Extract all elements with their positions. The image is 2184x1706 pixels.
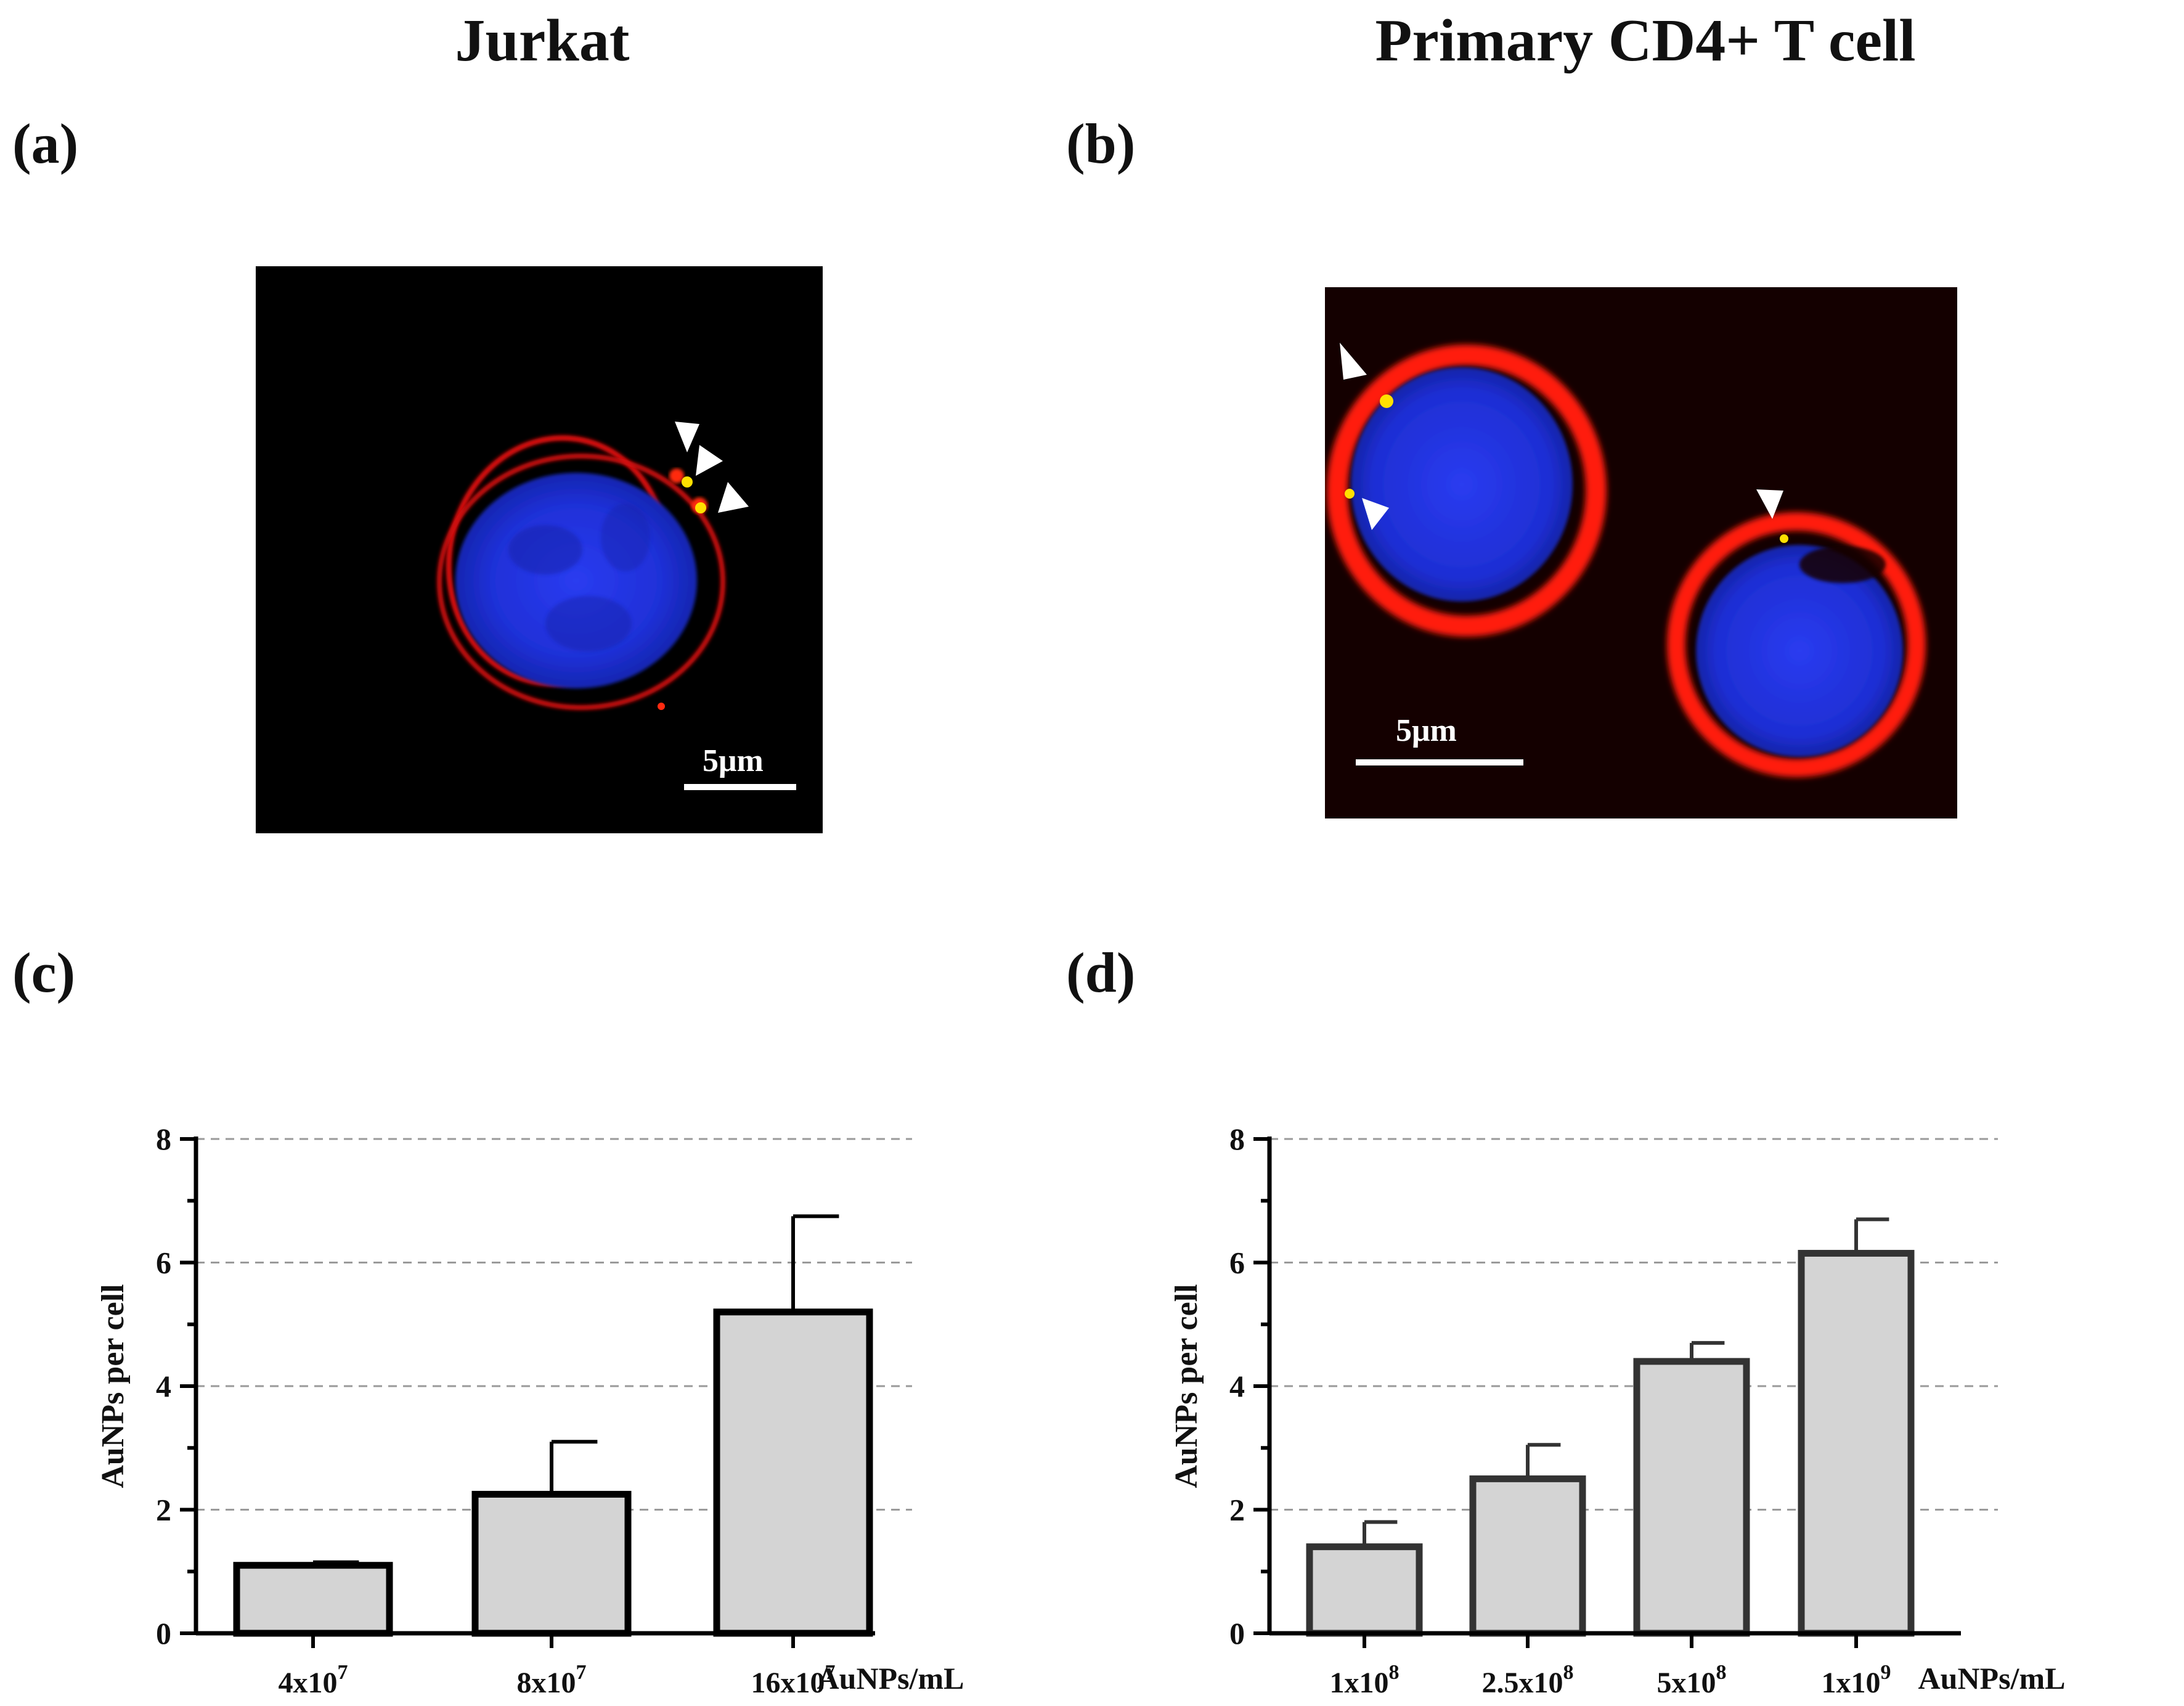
scalebar-label-b: 5μm [1396,713,1457,748]
bar-chart-primary-cd4: 0 2 4 6 8 1x108 2.5x108 5x108 1x109 AuNPs/mL AuNPs… [1169,1122,2066,1699]
bar [1798,1249,1915,1637]
panel-label-c: (c) [12,941,76,1004]
micrograph-primary-cd4-image [1325,287,1957,818]
x-tick-label: 5x108 [1657,1661,1727,1699]
column-title-jurkat: Jurkat [455,7,630,74]
bar [233,1562,393,1637]
x-axis-label: AuNPs/mL [817,1661,964,1696]
bar [713,1308,873,1637]
panel-label-a: (a) [12,112,79,175]
y-tick-label: 2 [1229,1493,1245,1527]
y-axis-label: AuNPs per cell [96,1284,131,1488]
arrowhead-icon [1340,343,1367,380]
bar [1306,1543,1423,1637]
bar [1469,1475,1586,1637]
x-tick-label: 2.5x108 [1482,1661,1574,1699]
arrowhead-icon [1756,489,1783,519]
micrograph-jurkat-image [437,422,749,710]
cell1-nucleus [1351,367,1573,602]
arrowhead-icon [718,482,749,513]
aunp-dot [682,476,693,488]
jurkat-membrane-outline [437,454,725,710]
y-tick-label: 0 [1229,1616,1245,1651]
arrowhead-icon [696,445,723,476]
bar [1633,1358,1750,1637]
x-tick-label: 1x108 [1330,1661,1400,1699]
x-tick-label: 8x107 [517,1661,587,1699]
y-tick-label: 8 [156,1122,171,1156]
x-axis-label: AuNPs/mL [1918,1661,2066,1696]
scalebar-label-a: 5μm [703,743,764,778]
aunp-dot [1780,534,1788,543]
x-tick-label: 1x109 [1822,1661,1891,1699]
y-tick-label: 6 [1229,1246,1245,1280]
y-tick-label: 2 [156,1493,171,1527]
panel-label-d: (d) [1066,941,1136,1004]
jurkat-nucleus [455,473,697,688]
x-tick-label: 4x107 [279,1661,348,1699]
column-title-primary-cd4: Primary CD4+ T cell [1375,7,1916,74]
y-axis-label: AuNPs per cell [1169,1284,1204,1488]
bar [471,1490,632,1637]
cell2-membrane [1667,512,1926,777]
aunp-dot [695,502,706,513]
micrograph-primary-cd4: 5μm [1325,287,1957,818]
arrowhead-icon [675,422,699,452]
arrowhead-icon [1362,498,1389,530]
cell1-membrane [1327,345,1607,637]
y-tick-label: 6 [156,1246,171,1280]
micrograph-jurkat: 5μm [256,266,823,833]
y-tick-label: 0 [156,1616,171,1651]
aunp-dot [1345,489,1355,499]
y-tick-label: 4 [1229,1369,1245,1403]
scalebar-b [1356,759,1523,765]
aunp-dot [1380,394,1393,408]
y-tick-label: 8 [1229,1122,1245,1156]
cell2-nucleus [1696,545,1903,757]
panel-label-b: (b) [1066,112,1136,175]
scalebar-a [684,784,796,790]
y-tick-label: 4 [156,1369,171,1403]
x-tick-label: 16x107 [751,1661,836,1699]
